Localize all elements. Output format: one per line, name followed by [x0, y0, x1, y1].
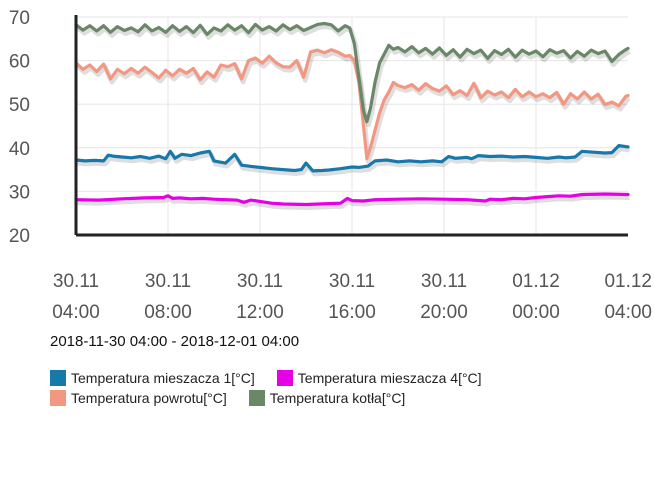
legend-item-kotla[interactable]: Temperatura kotła[°C] — [248, 390, 406, 406]
y-tick-label: 50 — [9, 95, 30, 116]
x-tick-label: 30.11 — [237, 271, 283, 292]
x-tick-label: 08:00 — [144, 302, 192, 323]
x-tick-label: 00:00 — [512, 302, 560, 323]
legend-swatch — [50, 370, 66, 386]
legend-row: Temperatura mieszacza 1[°C] Temperatura … — [50, 368, 504, 388]
x-tick-label: 16:00 — [328, 302, 376, 323]
x-tick-label: 30.11 — [53, 271, 99, 292]
legend-label: Temperatura powrotu[°C] — [71, 390, 227, 406]
y-tick-label: 40 — [9, 139, 30, 160]
x-tick-label: 30.11 — [145, 271, 191, 292]
x-tick-label: 04:00 — [52, 302, 100, 323]
x-tick-label: 01.12 — [604, 271, 652, 292]
y-tick-label: 30 — [9, 182, 30, 203]
legend: Temperatura mieszacza 1[°C] Temperatura … — [50, 368, 504, 408]
x-tick-label: 01.12 — [512, 271, 560, 292]
date-range: 2018-11-30 04:00 - 2018-12-01 04:00 — [50, 333, 300, 350]
legend-swatch — [276, 370, 293, 386]
x-tick-label: 20:00 — [420, 302, 468, 323]
series-shadow — [77, 146, 630, 177]
legend-swatch — [248, 390, 265, 406]
series-line — [74, 21, 630, 124]
legend-label: Temperatura kotła[°C] — [269, 390, 406, 406]
legend-swatch — [50, 390, 66, 406]
x-tick-label: 30.11 — [421, 271, 467, 292]
legend-item-powrotu[interactable]: Temperatura powrotu[°C] — [50, 390, 227, 406]
y-tick-label: 20 — [9, 226, 30, 247]
x-tick-label: 04:00 — [604, 302, 652, 323]
legend-label: Temperatura mieszacza 1[°C] — [71, 370, 255, 386]
series-shadow — [75, 50, 631, 165]
legend-item-mieszacza-1[interactable]: Temperatura mieszacza 1[°C] — [50, 370, 255, 386]
y-tick-label: 70 — [9, 8, 30, 29]
series-line — [74, 192, 630, 207]
x-tick-label: 12:00 — [236, 302, 284, 323]
series-line — [74, 144, 630, 173]
legend-row: Temperatura powrotu[°C] Temperatura kotł… — [50, 388, 504, 408]
series-shadow — [77, 194, 630, 210]
x-tick-label: 30.11 — [329, 271, 375, 292]
legend-label: Temperatura mieszacza 4[°C] — [297, 370, 482, 386]
y-tick-label: 60 — [9, 52, 30, 73]
legend-item-mieszacza-4[interactable]: Temperatura mieszacza 4[°C] — [276, 370, 482, 386]
chart: 20 30 40 50 60 70 30.11 04:00 30.11 08:00 30.11 12:… — [9, 8, 652, 323]
